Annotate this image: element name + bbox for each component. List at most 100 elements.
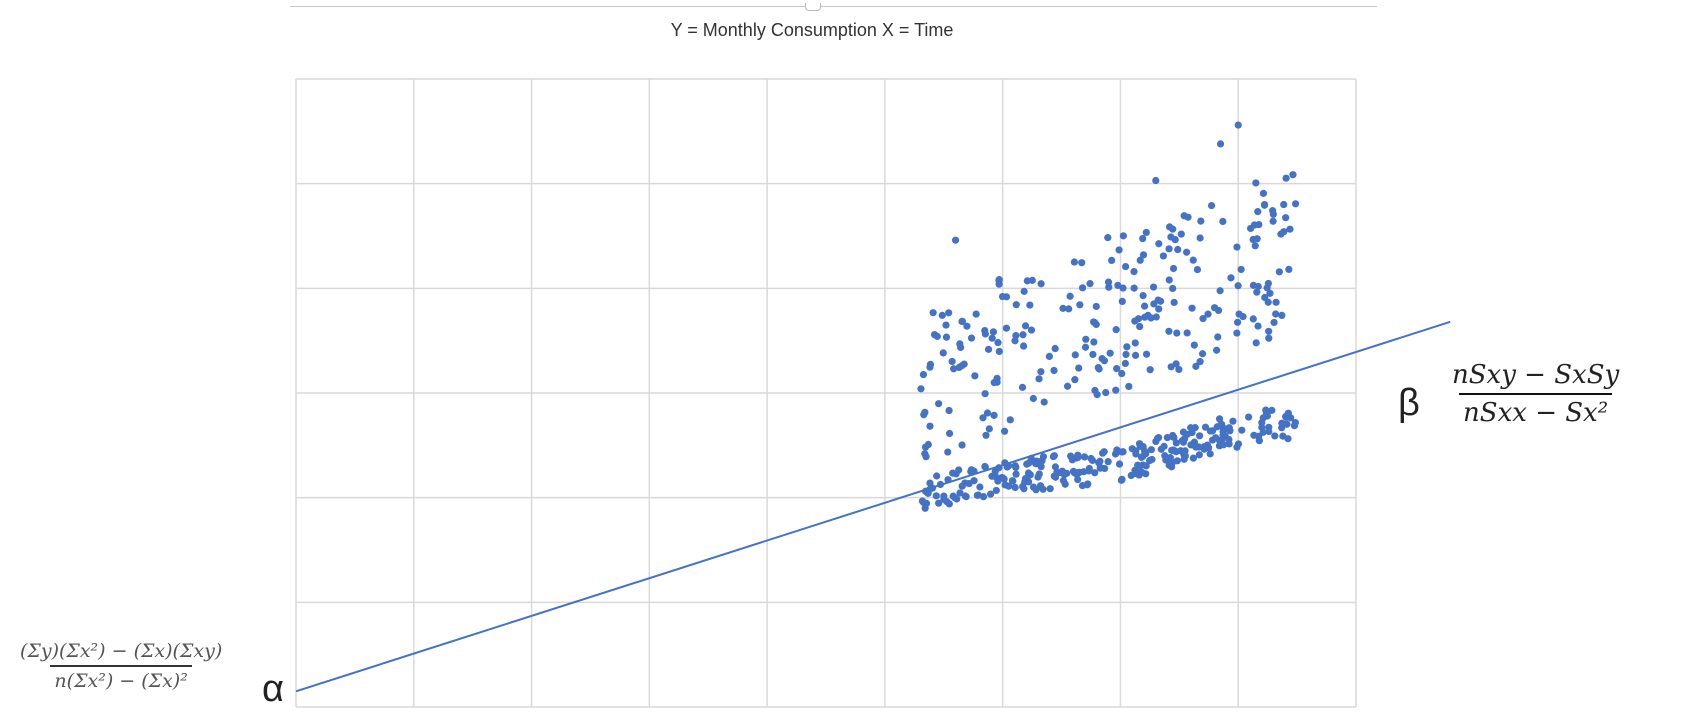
scatter-point [1171, 236, 1179, 244]
scatter-point [1065, 305, 1073, 313]
scatter-point [994, 339, 1002, 347]
scatter-point [1142, 470, 1150, 478]
scatter-point [1112, 326, 1120, 334]
scatter-point [1265, 327, 1273, 335]
scatter-point [1174, 245, 1182, 254]
scatter-point [1280, 200, 1288, 209]
scatter-point [1198, 350, 1207, 358]
scatter-point [1021, 478, 1029, 486]
scatter-point [1272, 298, 1280, 306]
scatter-point [1029, 483, 1038, 491]
resize-handle[interactable] [805, 3, 821, 11]
scatter-point [1270, 318, 1278, 327]
scatter-point [1104, 278, 1113, 286]
scatter-point [1002, 293, 1011, 301]
scatter-point [1278, 311, 1286, 320]
scatter-point [1059, 304, 1067, 312]
scatter-point [1076, 468, 1084, 476]
scatter-point [1266, 289, 1274, 297]
scatter-point [945, 429, 954, 438]
scatter-point [1090, 318, 1098, 326]
scatter-point [991, 467, 999, 475]
scatter-point [1119, 232, 1127, 240]
scatter-point [1268, 406, 1276, 414]
scatter-point [1269, 207, 1277, 215]
scatter-point [1216, 287, 1224, 295]
scatter-point [1088, 456, 1097, 465]
scatter-point [1189, 454, 1197, 462]
scatter-point [1147, 446, 1155, 454]
scatter-point [1175, 365, 1183, 374]
scatter-point [1136, 256, 1144, 264]
scatter-point [1259, 189, 1268, 197]
scatter-point [1021, 322, 1030, 330]
scatter-point [1263, 412, 1272, 420]
scatter-point [1046, 485, 1054, 493]
scatter-point [990, 411, 998, 419]
scatter-point [1190, 341, 1198, 349]
scatter-point [963, 322, 971, 330]
scatter-point [1040, 398, 1048, 406]
beta-symbol: β [1398, 382, 1420, 424]
trend-line [295, 320, 1451, 693]
scatter-point [981, 390, 989, 398]
scatter-point [1195, 451, 1203, 459]
scatter-point [1112, 386, 1120, 394]
scatter-point [1227, 274, 1235, 282]
scatter-point [1196, 234, 1204, 242]
scatter-point [1260, 200, 1269, 209]
scatter-point [1249, 315, 1257, 323]
scatter-point [1049, 452, 1058, 461]
trend-line-segment [295, 320, 1451, 693]
scatter-point [1252, 339, 1260, 347]
scatter-point [1130, 284, 1138, 292]
scatter-point [1278, 419, 1286, 427]
scatter-point [1074, 453, 1082, 462]
scatter-point [942, 333, 951, 341]
scatter-point [1081, 343, 1090, 351]
beta-formula-numerator: nSxy − SxSy [1452, 360, 1620, 390]
scatter-point [1091, 386, 1099, 395]
scatter-point [1080, 453, 1089, 461]
scatter-point [982, 431, 990, 439]
scatter-point [1239, 312, 1247, 321]
scatter-point [1214, 333, 1222, 341]
scatter-point [922, 453, 930, 461]
scatter-point [1026, 471, 1034, 479]
scatter-point [1153, 434, 1162, 443]
scatter-point [1091, 469, 1099, 477]
scatter-point [932, 492, 940, 500]
scatter-point [1173, 329, 1181, 337]
scatter-point [981, 462, 989, 471]
scatter-point [1000, 427, 1009, 435]
scatter-point [1139, 292, 1147, 300]
scatter-point [1156, 297, 1165, 305]
scatter-point [1165, 461, 1173, 469]
scatter-point [1108, 256, 1116, 265]
scatter-point [1020, 485, 1028, 493]
scatter-point [1157, 445, 1165, 453]
scatter-point [1233, 243, 1241, 251]
scatter-point [942, 321, 950, 329]
scatter-points [917, 121, 1300, 512]
scatter-point [1226, 427, 1234, 435]
scatter-point [1215, 415, 1224, 423]
scatter-point [918, 497, 927, 505]
scatter-point [1149, 283, 1158, 291]
scatter-point [1172, 448, 1180, 456]
scatter-point [926, 360, 935, 368]
scatter-point [1282, 214, 1290, 222]
scatter-point [960, 360, 968, 368]
scatter-point [1206, 450, 1214, 458]
scatter-point [919, 370, 928, 379]
scatter-point [1118, 297, 1126, 306]
scatter-point [956, 489, 964, 497]
scatter-point [1218, 420, 1226, 428]
scatter-point [1012, 470, 1020, 478]
scatter-point [1181, 452, 1189, 460]
scatter-point [1237, 265, 1245, 274]
scatter-point [1265, 423, 1273, 431]
scatter-point [1254, 208, 1262, 216]
scatter-point [948, 357, 956, 366]
scatter-point [1290, 422, 1299, 430]
